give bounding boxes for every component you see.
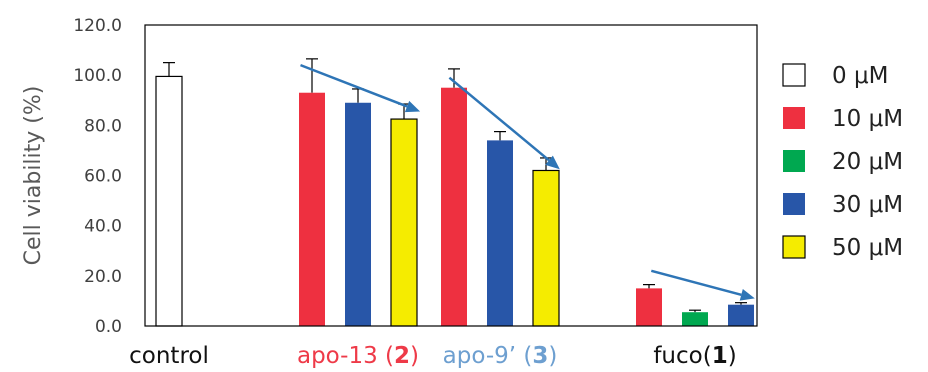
trend-arrow-line	[300, 63, 408, 108]
trend-arrow-head	[404, 100, 421, 113]
legend-label: 20 μM	[832, 149, 903, 175]
legend-swatch	[782, 63, 806, 87]
bars	[155, 58, 754, 327]
bar	[441, 87, 467, 326]
trend-arrow-head	[545, 155, 560, 170]
category-labels: control apo-13 (2) apo-9’ (3) fuco(1)	[129, 343, 737, 369]
bar	[682, 312, 708, 326]
legend-swatch	[782, 235, 806, 259]
legend-label: 0 μM	[832, 63, 888, 89]
y-tick-label: 80.0	[84, 116, 122, 136]
legend-swatch	[783, 107, 805, 129]
trend-arrow-line	[448, 76, 550, 162]
y-axis-label: Cell viability (%)	[21, 86, 46, 266]
y-tick-label: 20.0	[84, 267, 122, 287]
trend-arrow-head	[739, 289, 755, 301]
plot-area-frame	[144, 24, 758, 327]
bar	[532, 169, 560, 327]
category-label: apo-9’ (3)	[443, 343, 558, 369]
legend-label: 30 μM	[832, 192, 903, 218]
trend-arrows	[300, 63, 755, 301]
y-tick-label: 60.0	[84, 167, 122, 187]
y-tick-label: 40.0	[84, 217, 122, 237]
bar	[155, 75, 183, 327]
y-tick-label: 120.0	[73, 16, 122, 36]
bar	[728, 304, 754, 326]
trend-arrow-line	[650, 269, 742, 297]
bar	[390, 118, 418, 327]
legend-swatch	[783, 150, 805, 172]
legend-label: 50 μM	[832, 235, 903, 261]
category-label: apo-13 (2)	[297, 343, 419, 369]
legend: 0 μM 10 μM 20 μM 30 μM 50 μM	[782, 63, 903, 261]
bar	[299, 92, 325, 326]
legend-label: 10 μM	[832, 106, 903, 132]
y-tick-label: 100.0	[73, 66, 122, 86]
legend-swatch	[783, 193, 805, 215]
category-label: control	[129, 343, 209, 369]
bar	[636, 288, 662, 326]
y-axis-ticks: 0.0 20.0 40.0 60.0 80.0 100.0 120.0	[73, 16, 122, 337]
bar	[345, 102, 371, 326]
category-label: fuco(1)	[653, 343, 736, 369]
bar	[487, 140, 513, 326]
y-tick-label: 0.0	[95, 317, 122, 337]
